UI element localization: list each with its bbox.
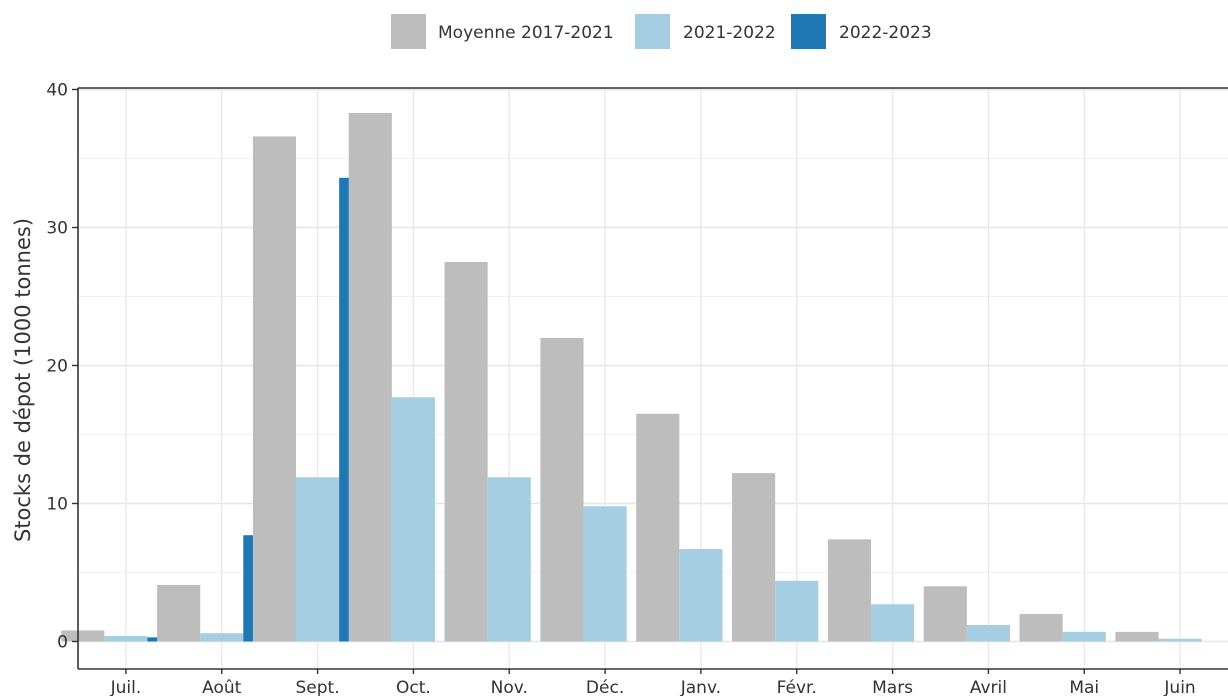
x-tick-label: Sept.: [296, 678, 340, 696]
bar: [923, 586, 967, 642]
bar: [871, 604, 915, 642]
bar: [296, 477, 340, 642]
bar: [775, 580, 819, 642]
bar: [487, 477, 531, 642]
bar: [583, 506, 627, 642]
bar: [1115, 631, 1159, 642]
legend-swatch: [391, 14, 426, 49]
y-tick-labels: 0 10 20 30 40: [46, 81, 68, 653]
x-tick-label: Nov.: [491, 678, 528, 696]
x-tick-label: Déc.: [586, 678, 624, 696]
x-tick-label: Août: [202, 678, 242, 696]
bar: [1158, 638, 1202, 642]
x-tick-label: Juil.: [110, 678, 142, 696]
legend-label: 2022-2023: [839, 23, 932, 43]
bar: [61, 630, 105, 642]
bar: [444, 262, 488, 642]
y-tick-label: 30: [46, 219, 68, 239]
bar: [540, 337, 584, 642]
x-tick-label: Mars: [872, 678, 913, 696]
legend-swatch: [791, 14, 826, 49]
bar: [827, 539, 872, 642]
bar: [1019, 613, 1063, 642]
x-tick-label: Oct.: [396, 678, 431, 696]
bar: [348, 112, 392, 642]
bar: [636, 413, 680, 642]
bar: [679, 549, 723, 642]
bar: [391, 397, 435, 642]
bar: [732, 473, 776, 642]
legend-label: 2021-2022: [683, 23, 776, 43]
bar: [157, 584, 201, 642]
x-tick-label: Mai: [1069, 678, 1099, 696]
x-tick-label: Janv.: [680, 678, 721, 696]
y-tick-label: 20: [46, 357, 68, 377]
legend-label: Moyenne 2017-2021: [438, 23, 614, 43]
legend: Moyenne 2017-2021 2021-2022 2022-2023: [391, 14, 932, 49]
y-tick-label: 10: [46, 495, 68, 515]
y-tick-label: 0: [57, 633, 68, 653]
bar: [1062, 631, 1106, 642]
x-tick-labels: Juil. Août Sept. Oct. Nov. Déc. Janv. Févr. Mars…: [110, 678, 1196, 696]
bar: [252, 136, 297, 642]
axes: [72, 87, 1228, 674]
x-tick-label: Avril: [970, 678, 1007, 696]
x-tick-label: Juin: [1163, 678, 1195, 696]
bar: [104, 635, 148, 642]
bar: [200, 633, 244, 642]
y-axis-label: Stocks de dépot (1000 tonnes): [11, 218, 35, 542]
x-tick-label: Févr.: [777, 678, 817, 696]
bars: [61, 112, 1202, 642]
legend-swatch: [635, 14, 670, 49]
bar: [966, 624, 1010, 642]
y-tick-label: 40: [46, 81, 68, 101]
